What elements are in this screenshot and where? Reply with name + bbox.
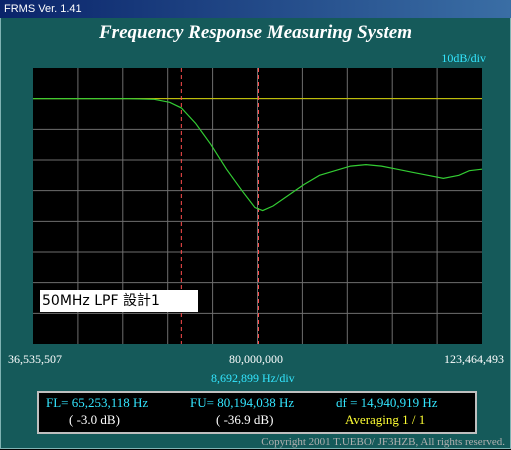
fu-readout: FU= 80,194,038 Hz: [190, 395, 295, 410]
response-trace: [33, 98, 482, 212]
fl-readout: FL= 65,253,118 Hz: [46, 395, 149, 410]
page-title: Frequency Response Measuring System: [99, 22, 412, 43]
x-max-label: 123,464,493: [444, 352, 504, 366]
x-per-div-label: 8,692,899 Hz/div: [211, 371, 295, 385]
averaging-readout: Averaging 1 / 1: [345, 412, 426, 427]
x-min-label: 36,535,507: [8, 352, 62, 366]
df-readout: df = 14,940,919 Hz: [336, 395, 438, 410]
readout-panel: FL= 65,253,118 Hz ( -3.0 dB) FU= 80,194,…: [37, 391, 477, 434]
copyright: Copyright 2001 T.UEBO/ JF3HZB, All right…: [261, 436, 505, 448]
window-title: FRMS Ver. 1.41: [4, 3, 82, 15]
fl-db-readout: ( -3.0 dB): [69, 412, 120, 427]
response-plot: [33, 68, 482, 344]
scale-label: 10dB/div: [441, 51, 486, 65]
trace-label: 50MHz LPF 設計1: [40, 290, 198, 312]
x-center-label: 80,000,000: [229, 352, 283, 366]
fu-db-readout: ( -36.9 dB): [216, 412, 274, 427]
title-bar: FRMS Ver. 1.41: [0, 0, 511, 18]
